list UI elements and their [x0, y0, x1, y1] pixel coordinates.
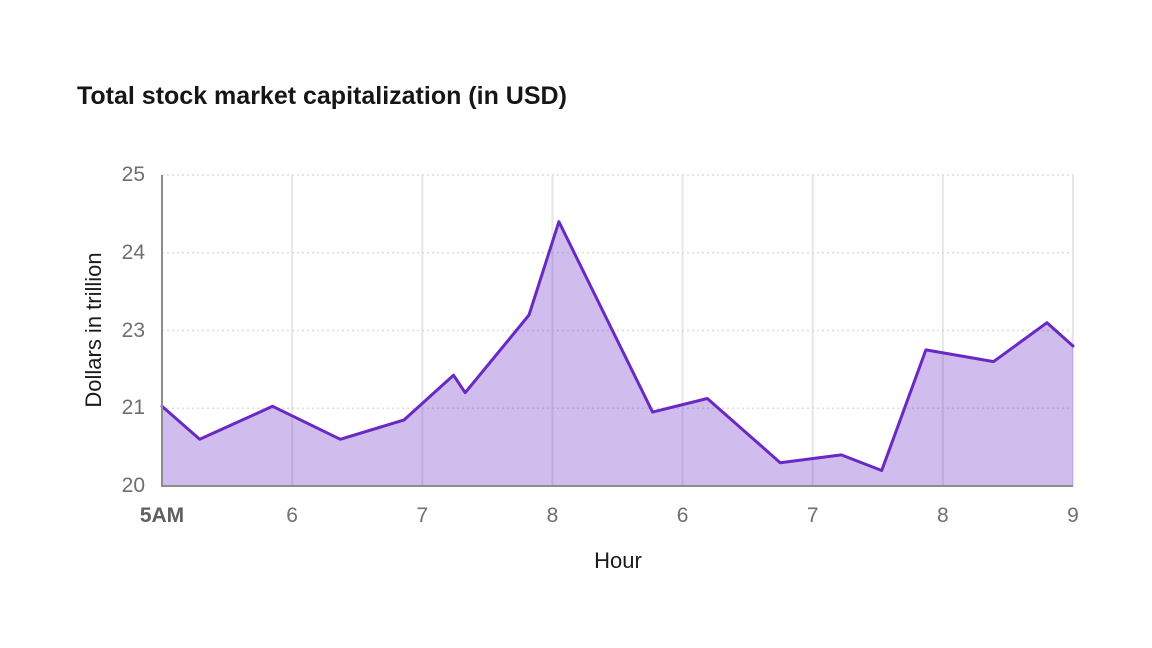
x-tick-label: 7 [416, 504, 429, 527]
x-tick-label: 8 [937, 504, 949, 527]
x-tick-label: 7 [806, 504, 819, 527]
area-series [162, 221, 1073, 486]
x-tick-label: 5AM [139, 504, 185, 527]
horizontal-gridlines [162, 174, 1073, 409]
x-axis-title: Hour [594, 548, 642, 573]
x-tick-label: 8 [546, 504, 559, 527]
line-series [160, 220, 1075, 472]
y-tick-label: 21 [121, 396, 145, 420]
y-tick-label: 24 [121, 240, 145, 264]
x-tick-label: 6 [286, 504, 298, 527]
y-tick-label: 20 [121, 474, 145, 497]
y-tick-label: 23 [121, 318, 145, 342]
chart-title: Total stock market capitalization (in US… [77, 82, 567, 110]
x-tick-label: 6 [676, 504, 689, 527]
y-tick-label: 25 [121, 163, 145, 186]
x-tick-label: 9 [1067, 504, 1079, 527]
y-axis-title: Dollars in trillion [81, 252, 106, 408]
